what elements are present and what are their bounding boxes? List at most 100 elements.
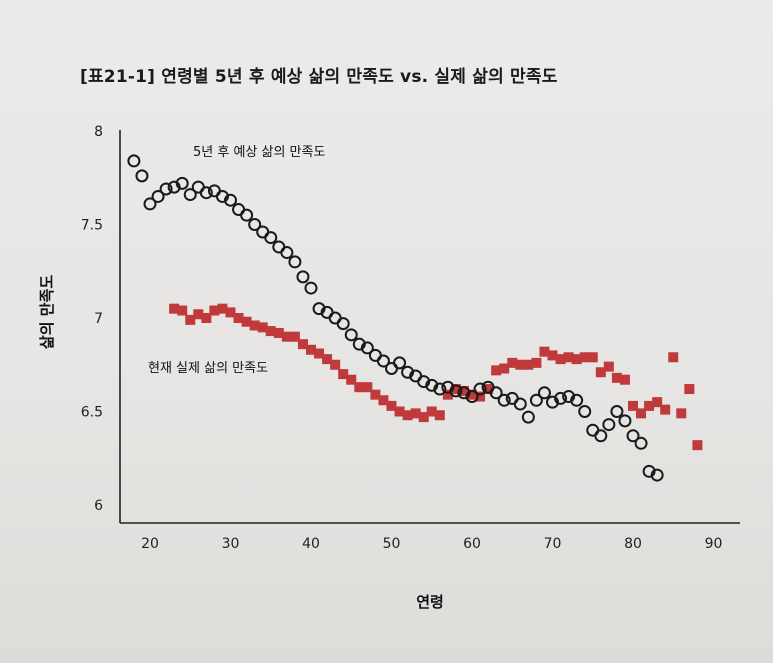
current-satisfaction-point	[660, 404, 671, 415]
series-expected-satisfaction	[127, 154, 664, 482]
expected-satisfaction-point	[449, 384, 463, 398]
expected-satisfaction-point	[183, 188, 197, 202]
expected-satisfaction-point	[513, 397, 527, 411]
expected-satisfaction-point	[143, 197, 157, 211]
current-satisfaction-point	[201, 313, 212, 323]
x-tick-label: 50	[383, 536, 401, 552]
expected-satisfaction-point	[151, 189, 165, 203]
current-satisfaction-point	[442, 389, 453, 400]
expected-satisfaction-point	[529, 393, 543, 407]
expected-satisfaction-point	[175, 176, 189, 190]
current-satisfaction-point	[314, 348, 325, 359]
expected-satisfaction-point	[610, 405, 624, 418]
current-satisfaction-point	[169, 303, 180, 314]
current-satisfaction-point	[370, 389, 381, 400]
x-tick-label: 40	[302, 536, 320, 552]
current-satisfaction-point	[603, 361, 614, 372]
expected-satisfaction-point	[240, 208, 254, 222]
expected-satisfaction-point	[634, 436, 648, 450]
expected-satisfaction-point	[135, 169, 149, 183]
current-satisfaction-point	[676, 408, 687, 419]
current-satisfaction-point	[692, 440, 703, 451]
expected-satisfaction-point	[336, 317, 350, 331]
expected-satisfaction-point	[304, 281, 318, 295]
current-satisfaction-point	[217, 303, 228, 314]
current-satisfaction-point	[539, 346, 550, 357]
expected-satisfaction-point	[537, 386, 551, 400]
current-satisfaction-point	[362, 382, 373, 393]
current-satisfaction-point	[555, 354, 566, 365]
current-satisfaction-point	[475, 391, 486, 402]
current-satisfaction-point	[595, 367, 606, 378]
expected-satisfaction-point	[199, 186, 213, 200]
current-satisfaction-point	[483, 384, 494, 395]
current-satisfaction-point	[241, 316, 252, 327]
current-satisfaction-point	[571, 354, 582, 365]
current-satisfaction-point	[177, 305, 188, 316]
current-satisfaction-point	[611, 372, 622, 383]
expected-satisfaction-point	[465, 390, 479, 404]
current-satisfaction-point	[402, 410, 413, 421]
current-satisfaction-point	[636, 408, 647, 419]
y-axis-label: 삶의 만족도	[38, 275, 56, 349]
y-tick-label: 6.5	[81, 405, 103, 421]
expected-satisfaction-point	[650, 468, 664, 482]
x-tick-labels: 20 30 40 50 60 70 80 90	[141, 536, 722, 552]
current-satisfaction-point	[628, 400, 638, 411]
current-satisfaction-point	[233, 313, 244, 323]
current-satisfaction-point	[330, 359, 341, 370]
expected-satisfaction-point	[344, 328, 358, 342]
current-satisfaction-point	[587, 352, 598, 363]
current-satisfaction-point	[644, 400, 655, 411]
current-satisfaction-point	[338, 369, 349, 380]
expected-satisfaction-point	[127, 154, 141, 168]
expected-satisfaction-point	[618, 414, 632, 428]
current-satisfaction-point	[515, 359, 526, 370]
expected-satisfaction-point	[280, 246, 294, 260]
current-satisfaction-point	[394, 406, 405, 417]
expected-satisfaction-point	[264, 231, 278, 245]
chart-title: [표21-1] 연령별 5년 후 예상 삶의 만족도 vs. 실제 삶의 만족도	[80, 67, 558, 87]
current-satisfaction-point	[523, 359, 534, 370]
y-tick-label: 7.5	[81, 218, 103, 234]
current-satisfaction-point	[386, 400, 397, 411]
current-satisfaction-point	[346, 374, 357, 385]
expected-satisfaction-point	[570, 393, 584, 407]
y-tick-label: 8	[94, 124, 103, 140]
expected-satisfaction-point	[578, 405, 592, 418]
current-satisfaction-point	[491, 365, 502, 376]
expected-satisfaction-point	[376, 354, 390, 368]
x-tick-label: 80	[624, 536, 642, 552]
expected-satisfaction-point	[594, 429, 608, 443]
y-tick-labels: 6 6.5 7 7.5 8	[81, 124, 103, 514]
current-satisfaction-point	[434, 410, 445, 421]
expected-satisfaction-point	[626, 429, 640, 443]
current-satisfaction-point	[378, 395, 389, 406]
x-tick-label: 70	[544, 536, 562, 552]
current-satisfaction-point	[499, 363, 510, 374]
current-satisfaction-point	[684, 384, 695, 395]
expected-satisfaction-point	[393, 356, 407, 370]
x-axis-label: 연령	[416, 593, 444, 611]
current-satisfaction-point	[185, 314, 196, 325]
current-satisfaction-point	[458, 385, 469, 396]
current-satisfaction-point	[410, 408, 421, 419]
series-current-satisfaction	[169, 303, 703, 451]
current-satisfaction-point	[257, 322, 268, 333]
current-satisfaction-point	[418, 412, 429, 423]
current-satisfaction-point	[209, 305, 220, 316]
expected-satisfaction-point	[360, 341, 374, 355]
current-satisfaction-point	[354, 382, 365, 393]
current-satisfaction-point	[306, 344, 316, 355]
current-satisfaction-point	[668, 352, 679, 363]
current-satisfaction-point	[273, 327, 284, 338]
expected-satisfaction-point	[248, 218, 262, 231]
x-tick-label: 90	[705, 536, 723, 552]
expected-satisfaction-point	[296, 270, 310, 284]
axes	[119, 130, 740, 524]
current-satisfaction-point	[281, 331, 292, 342]
x-tick-label: 60	[463, 536, 481, 552]
expected-satisfaction-point	[473, 382, 487, 396]
